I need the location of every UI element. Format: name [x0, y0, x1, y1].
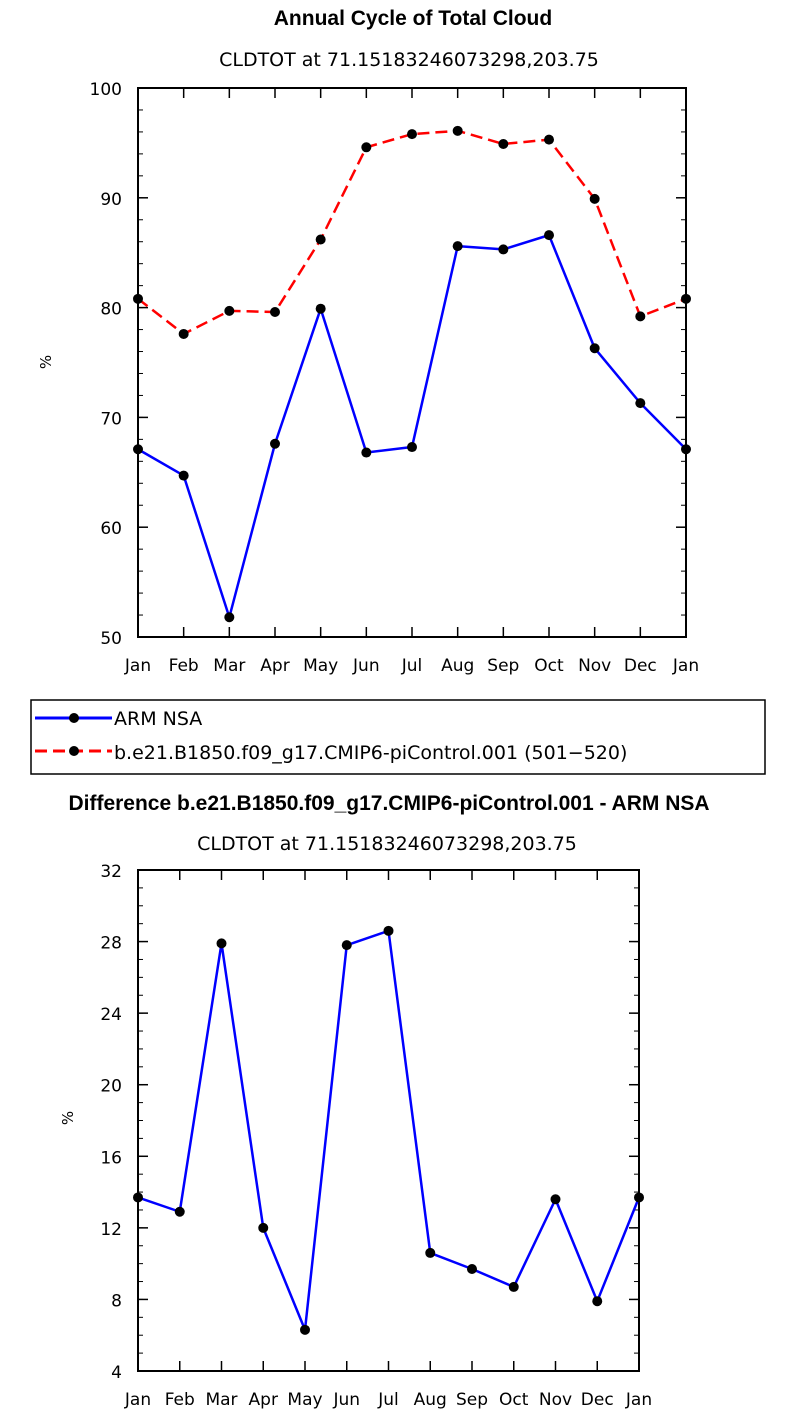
data-point [681, 293, 691, 304]
data-point [544, 230, 554, 241]
data-point [133, 444, 143, 455]
data-point [467, 1264, 477, 1275]
x-tick-label: Aug [414, 1390, 447, 1410]
x-tick-label: Oct [534, 656, 564, 676]
y-tick-label: 100 [90, 80, 122, 100]
legend-marker-arm-nsa [69, 713, 79, 723]
data-point [550, 1194, 561, 1205]
chart-title: Difference b.e21.B1850.f09_g17.CMIP6-piC… [68, 792, 709, 815]
legend-label-model: b.e21.B1850.f09_g17.CMIP6-piControl.001 … [114, 742, 627, 764]
y-tick-label: 50 [100, 629, 122, 649]
data-point [270, 438, 280, 449]
data-point [361, 447, 372, 458]
x-tick-label: Dec [581, 1390, 614, 1410]
x-tick-label: Apr [260, 656, 289, 676]
series-line-0 [137, 233, 687, 619]
x-tick-label: Oct [499, 1390, 529, 1410]
data-point [300, 1324, 310, 1335]
x-tick-label: Feb [165, 1390, 195, 1410]
x-tick-label: Mar [205, 1390, 237, 1410]
x-tick-label: Aug [441, 656, 474, 676]
y-tick-label: 20 [100, 1077, 122, 1097]
y-tick-label: 24 [100, 1005, 122, 1025]
chart-title: Annual Cycle of Total Cloud [274, 7, 552, 30]
chart-subtitle: CLDTOT at 71.15183246073298,203.75 [219, 49, 599, 71]
x-tick-label: Jul [377, 1390, 399, 1410]
y-tick-label: 60 [100, 519, 122, 539]
data-point [383, 925, 394, 936]
data-point [407, 442, 417, 453]
data-point [452, 241, 463, 252]
data-point [452, 125, 463, 136]
legend-marker-model [69, 746, 79, 756]
data-point [258, 1222, 269, 1233]
plot-frame [137, 87, 687, 638]
chart-subtitle: CLDTOT at 71.15183246073298,203.75 [197, 833, 577, 855]
legend: ARM NSA b.e21.B1850.f09_g17.CMIP6-piCont… [30, 699, 766, 775]
y-tick-label: 70 [100, 409, 122, 429]
data-point [178, 328, 189, 339]
x-tick-label: Jun [352, 656, 380, 676]
data-point [133, 1192, 143, 1203]
legend-label-arm-nsa: ARM NSA [114, 708, 202, 730]
x-tick-label: Feb [169, 656, 199, 676]
data-point [635, 311, 646, 322]
x-tick-label: Mar [213, 656, 245, 676]
x-tick-label: Jun [332, 1390, 360, 1410]
data-point [589, 193, 600, 204]
annual-cycle-chart: Annual Cycle of Total Cloud CLDTOT at 71… [37, 7, 699, 676]
y-tick-label: 4 [111, 1363, 122, 1383]
y-tick-label: 90 [100, 190, 122, 210]
data-point [341, 940, 352, 951]
x-tick-label: Jan [124, 1390, 151, 1410]
y-tick-label: 80 [100, 300, 122, 320]
x-tick-label: Jan [672, 656, 699, 676]
data-point [634, 1192, 644, 1203]
series-line-1 [137, 129, 687, 336]
data-point [425, 1247, 436, 1258]
data-point [216, 938, 227, 949]
data-point [224, 612, 235, 623]
x-tick-label: Apr [249, 1390, 278, 1410]
plot-frame [137, 869, 640, 1372]
x-tick-label: May [287, 1390, 322, 1410]
data-point [361, 142, 372, 153]
x-tick-label: Jan [124, 656, 151, 676]
data-point [544, 134, 554, 145]
data-point [508, 1281, 519, 1292]
data-point [635, 398, 646, 409]
data-point [681, 444, 691, 455]
data-point [270, 306, 280, 317]
x-tick-label: Sep [487, 656, 519, 676]
x-tick-label: Sep [456, 1390, 488, 1410]
x-tick-label: Nov [578, 656, 611, 676]
data-point [178, 470, 189, 481]
y-tick-label: 16 [100, 1148, 122, 1168]
data-point [589, 343, 600, 354]
data-point [133, 293, 143, 304]
y-tick-label: 32 [100, 862, 122, 882]
legend-box [30, 699, 766, 775]
x-tick-label: Nov [539, 1390, 572, 1410]
data-point [498, 244, 509, 255]
data-point [498, 138, 509, 149]
y-tick-label: 12 [100, 1220, 122, 1240]
data-point [224, 305, 235, 316]
data-point [315, 303, 326, 314]
y-tick-label: 28 [100, 934, 122, 954]
y-axis-label: % [59, 1111, 77, 1125]
difference-chart: Difference b.e21.B1850.f09_g17.CMIP6-piC… [59, 792, 710, 1410]
data-point [592, 1296, 603, 1307]
x-tick-label: Dec [624, 656, 657, 676]
x-tick-label: May [303, 656, 338, 676]
series-line-0 [137, 929, 641, 1332]
data-point [174, 1206, 185, 1217]
x-tick-label: Jul [401, 656, 423, 676]
y-axis-label: % [37, 355, 55, 369]
data-point [315, 234, 326, 245]
data-point [407, 129, 417, 140]
y-tick-label: 8 [111, 1291, 122, 1311]
x-tick-label: Jan [625, 1390, 652, 1410]
